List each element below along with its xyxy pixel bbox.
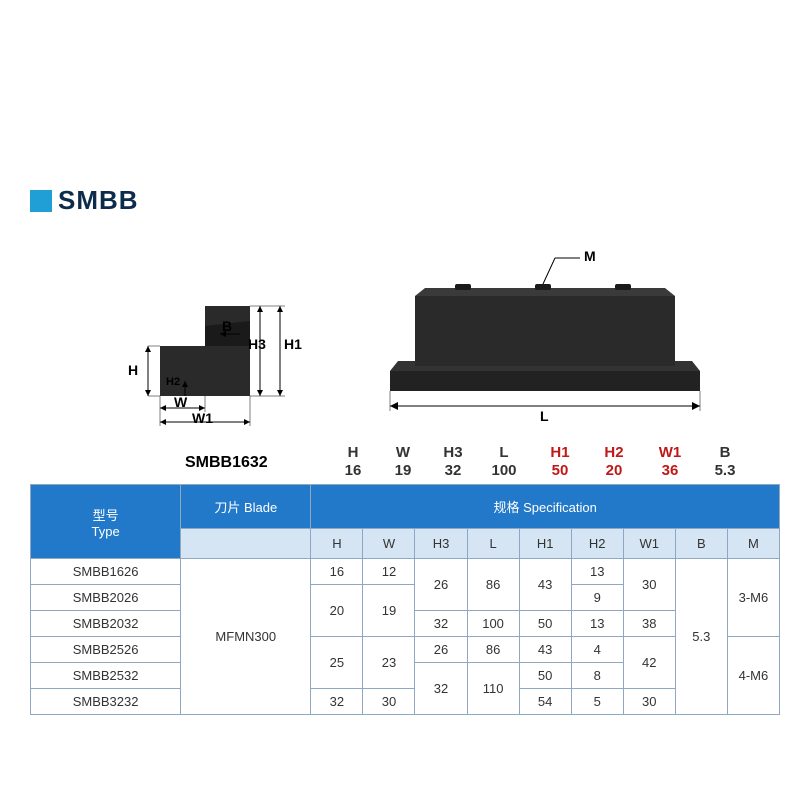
cell-h2: 8 bbox=[571, 663, 623, 689]
dim-col-label: H3 bbox=[431, 444, 475, 462]
cell-h: 25 bbox=[311, 637, 363, 689]
th-w1: W1 bbox=[623, 529, 675, 559]
dim-col-b: B5.3 bbox=[703, 444, 747, 480]
cell-w: 12 bbox=[363, 559, 415, 585]
th-blade: 刀片 Blade bbox=[181, 485, 311, 529]
cell-h: 20 bbox=[311, 585, 363, 637]
dim-col-value: 32 bbox=[431, 462, 475, 480]
dim-label-m: M bbox=[584, 248, 596, 264]
dim-label-h: H bbox=[128, 362, 138, 378]
dim-col-label: W1 bbox=[648, 444, 692, 462]
dim-col-value: 5.3 bbox=[703, 462, 747, 480]
cell-h1: 50 bbox=[519, 663, 571, 689]
dim-label-h3: H3 bbox=[248, 336, 266, 352]
cell-h1: 43 bbox=[519, 559, 571, 611]
th-h: H bbox=[311, 529, 363, 559]
th-blade-blank bbox=[181, 529, 311, 559]
cell-w: 23 bbox=[363, 637, 415, 689]
dim-col-label: H2 bbox=[592, 444, 636, 462]
dim-col-label: H1 bbox=[538, 444, 582, 462]
dim-col-label: W bbox=[381, 444, 425, 462]
cell-type: SMBB2026 bbox=[31, 585, 181, 611]
dim-col-value: 20 bbox=[592, 462, 636, 480]
th-b: B bbox=[675, 529, 727, 559]
dim-col-value: 100 bbox=[482, 462, 526, 480]
diagram-area: H B H3 H1 H2 W W1 bbox=[30, 236, 780, 436]
th-w: W bbox=[363, 529, 415, 559]
cell-h2: 13 bbox=[571, 611, 623, 637]
cell-h3: 26 bbox=[415, 559, 467, 611]
dim-col-w: W19 bbox=[381, 444, 425, 480]
dim-col-label: H bbox=[331, 444, 375, 462]
cell-blade: MFMN300 bbox=[181, 559, 311, 715]
cell-h3: 32 bbox=[415, 611, 467, 637]
cell-h3: 26 bbox=[415, 637, 467, 663]
dim-label-w: W bbox=[174, 394, 187, 410]
cell-l: 86 bbox=[467, 559, 519, 611]
table-row: SMBB3232323054530 bbox=[31, 689, 780, 715]
cell-h1: 54 bbox=[519, 689, 571, 715]
dim-col-l: L100 bbox=[482, 444, 526, 480]
spec-table: 型号Type刀片 Blade规格 SpecificationHWH3LH1H2W… bbox=[30, 484, 780, 715]
cell-type: SMBB1626 bbox=[31, 559, 181, 585]
dim-col-value: 16 bbox=[331, 462, 375, 480]
th-type: 型号Type bbox=[31, 485, 181, 559]
cell-m: 4-M6 bbox=[727, 637, 779, 715]
cell-h2: 9 bbox=[571, 585, 623, 611]
cell-w: 19 bbox=[363, 585, 415, 637]
cell-h: 32 bbox=[311, 689, 363, 715]
dim-col-h2: H220 bbox=[592, 444, 636, 480]
cell-type: SMBB2532 bbox=[31, 663, 181, 689]
cell-h3: 32 bbox=[415, 663, 467, 715]
cell-b: 5.3 bbox=[675, 559, 727, 715]
dim-col-value: 50 bbox=[538, 462, 582, 480]
dim-label-w1: W1 bbox=[192, 410, 213, 426]
th-spec: 规格 Specification bbox=[311, 485, 780, 529]
cell-w: 30 bbox=[363, 689, 415, 715]
cell-l: 100 bbox=[467, 611, 519, 637]
th-m: M bbox=[727, 529, 779, 559]
th-h3: H3 bbox=[415, 529, 467, 559]
dim-label-h1: H1 bbox=[284, 336, 302, 352]
table-row: SMBB252625232686434424-M6 bbox=[31, 637, 780, 663]
cell-w1: 30 bbox=[623, 689, 675, 715]
cell-w1: 38 bbox=[623, 611, 675, 637]
dim-col-w1: W136 bbox=[648, 444, 692, 480]
cell-l: 110 bbox=[467, 663, 519, 715]
cell-w1: 42 bbox=[623, 637, 675, 689]
cell-type: SMBB2032 bbox=[31, 611, 181, 637]
cell-m: 3-M6 bbox=[727, 559, 779, 637]
th-h2: H2 bbox=[571, 529, 623, 559]
dim-col-label: L bbox=[482, 444, 526, 462]
dim-label-h2: H2 bbox=[166, 376, 180, 388]
dim-col-value: 19 bbox=[381, 462, 425, 480]
table-row: SMBB1626MFMN300161226864313305.33-M6 bbox=[31, 559, 780, 585]
dim-col-h: H16 bbox=[331, 444, 375, 480]
cell-w1: 30 bbox=[623, 559, 675, 611]
cell-h1: 50 bbox=[519, 611, 571, 637]
side-view-diagram: H B H3 H1 H2 W W1 bbox=[130, 276, 300, 426]
cell-h2: 4 bbox=[571, 637, 623, 663]
dim-col-h1: H150 bbox=[538, 444, 582, 480]
cell-type: SMBB3232 bbox=[31, 689, 181, 715]
dimension-header-row: SMBB1632 H16W19H332L100H150H220W136B5.3 bbox=[30, 444, 780, 484]
top-view-diagram: M L bbox=[380, 246, 740, 426]
cell-h2: 13 bbox=[571, 559, 623, 585]
title-square-icon bbox=[30, 190, 52, 212]
cell-type: SMBB2526 bbox=[31, 637, 181, 663]
section-title: SMBB bbox=[30, 185, 780, 216]
cell-l: 86 bbox=[467, 637, 519, 663]
th-l: L bbox=[467, 529, 519, 559]
cell-h: 16 bbox=[311, 559, 363, 585]
dim-col-label: B bbox=[703, 444, 747, 462]
title-text: SMBB bbox=[58, 185, 139, 216]
dim-col-h3: H332 bbox=[431, 444, 475, 480]
dim-label-l: L bbox=[540, 408, 549, 424]
cell-h2: 5 bbox=[571, 689, 623, 715]
cell-h1: 43 bbox=[519, 637, 571, 663]
dim-col-value: 36 bbox=[648, 462, 692, 480]
example-model: SMBB1632 bbox=[185, 454, 268, 472]
th-h1: H1 bbox=[519, 529, 571, 559]
dim-label-b: B bbox=[222, 318, 232, 334]
